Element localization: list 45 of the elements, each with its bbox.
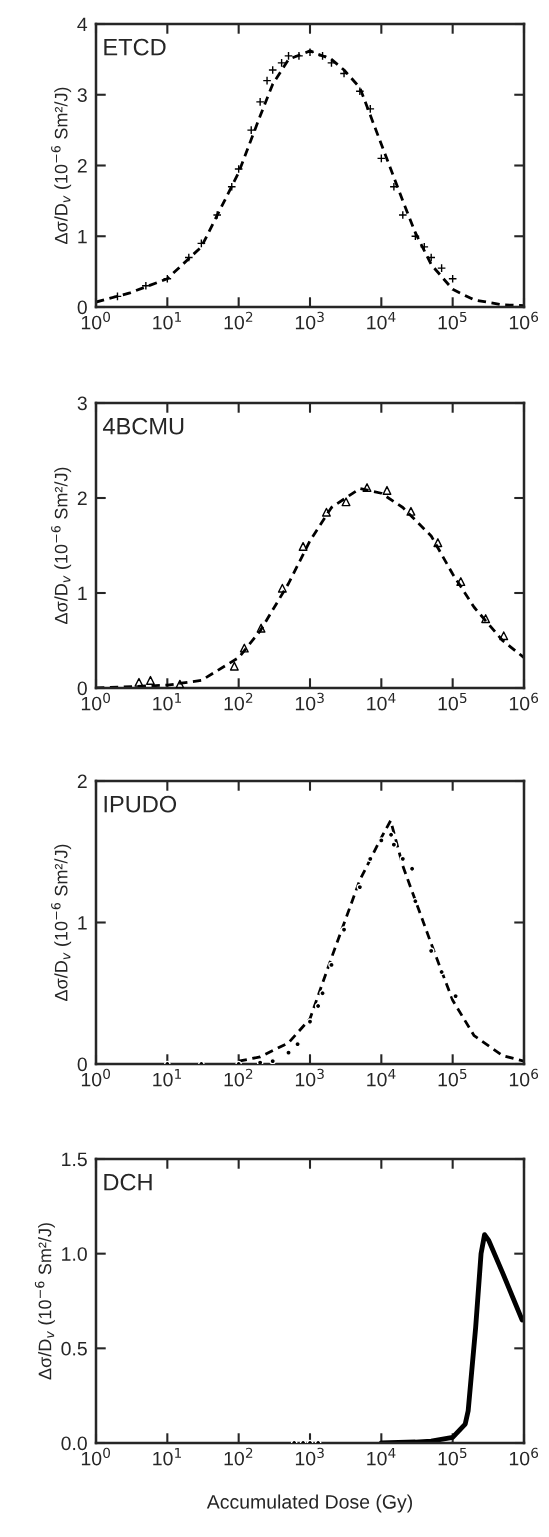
x-axis-title: Accumulated Dose (Gy) xyxy=(206,1494,412,1513)
x-tick-label: 10$^{3}$ xyxy=(295,1447,324,1466)
y-tick-label: 3 xyxy=(77,396,87,411)
chart-title: DCH xyxy=(104,1173,152,1191)
x-tick-label: 10$^{2}$ xyxy=(224,311,253,330)
y-tick-label: 1 xyxy=(78,586,87,601)
y-axis-title: Δσ/D$_{v}$ (10$^{−6}$ Sm²/J) xyxy=(51,87,72,244)
y-tick-label: 1 xyxy=(78,229,87,244)
x-tick-label: 10$^{1}$ xyxy=(153,311,181,330)
x-tick-label: 10$^{6}$ xyxy=(509,1068,539,1087)
x-tick-label: 10$^{1}$ xyxy=(153,692,181,711)
x-tick-label: 10$^{2}$ xyxy=(224,692,253,711)
x-tick-label: 10$^{3}$ xyxy=(295,311,324,330)
chart-title: ETCD xyxy=(104,38,166,56)
x-tick-label: 10$^{4}$ xyxy=(367,311,396,330)
y-tick-label: 2 xyxy=(77,158,87,173)
x-tick-label: 10$^{4}$ xyxy=(367,692,396,711)
x-tick-label: 10$^{6}$ xyxy=(509,692,539,711)
y-axis-title: Δσ/D$_{v}$ (10$^{−6}$ Sm²/J) xyxy=(51,844,72,1001)
x-tick-label: 10$^{4}$ xyxy=(367,1447,396,1466)
x-tick-label: 10$^{6}$ xyxy=(509,1447,539,1466)
chart-title: IPUDO xyxy=(104,795,177,813)
x-tick-label: 10$^{5}$ xyxy=(438,1447,467,1466)
y-tick-label: 0.5 xyxy=(61,1341,87,1356)
x-tick-label: 10$^{1}$ xyxy=(153,1447,181,1466)
y-tick-label: 1.5 xyxy=(62,1152,87,1167)
y-tick-label: 1.0 xyxy=(62,1247,87,1261)
x-tick-label: 10$^{6}$ xyxy=(509,311,539,330)
x-tick-label: 10$^{3}$ xyxy=(295,1068,324,1087)
x-tick-label: 10$^{5}$ xyxy=(438,311,467,330)
x-tick-label: 10$^{5}$ xyxy=(438,1068,467,1087)
x-tick-label: 10$^{2}$ xyxy=(224,1068,253,1087)
x-tick-label: 10$^{3}$ xyxy=(295,692,324,711)
y-axis-title: Δσ/D$_{v}$ (10$^{−6}$ Sm²/J) xyxy=(51,467,72,624)
y-tick-label: 4 xyxy=(77,17,88,32)
x-tick-label: 10$^{1}$ xyxy=(153,1068,181,1087)
y-tick-label: 2 xyxy=(77,774,87,789)
x-tick-label: 10$^{5}$ xyxy=(438,692,467,711)
y-axis-title: Δσ/D$_{v}$ (10$^{−6}$ Sm²/J) xyxy=(34,1223,55,1380)
y-tick-label: 1 xyxy=(78,916,87,930)
y-tick-label: 2 xyxy=(77,491,87,506)
x-tick-label: 10$^{4}$ xyxy=(367,1068,396,1087)
chart-title: 4BCMU xyxy=(102,417,184,435)
y-tick-label: 3 xyxy=(77,88,87,102)
x-tick-label: 10$^{2}$ xyxy=(224,1447,253,1466)
